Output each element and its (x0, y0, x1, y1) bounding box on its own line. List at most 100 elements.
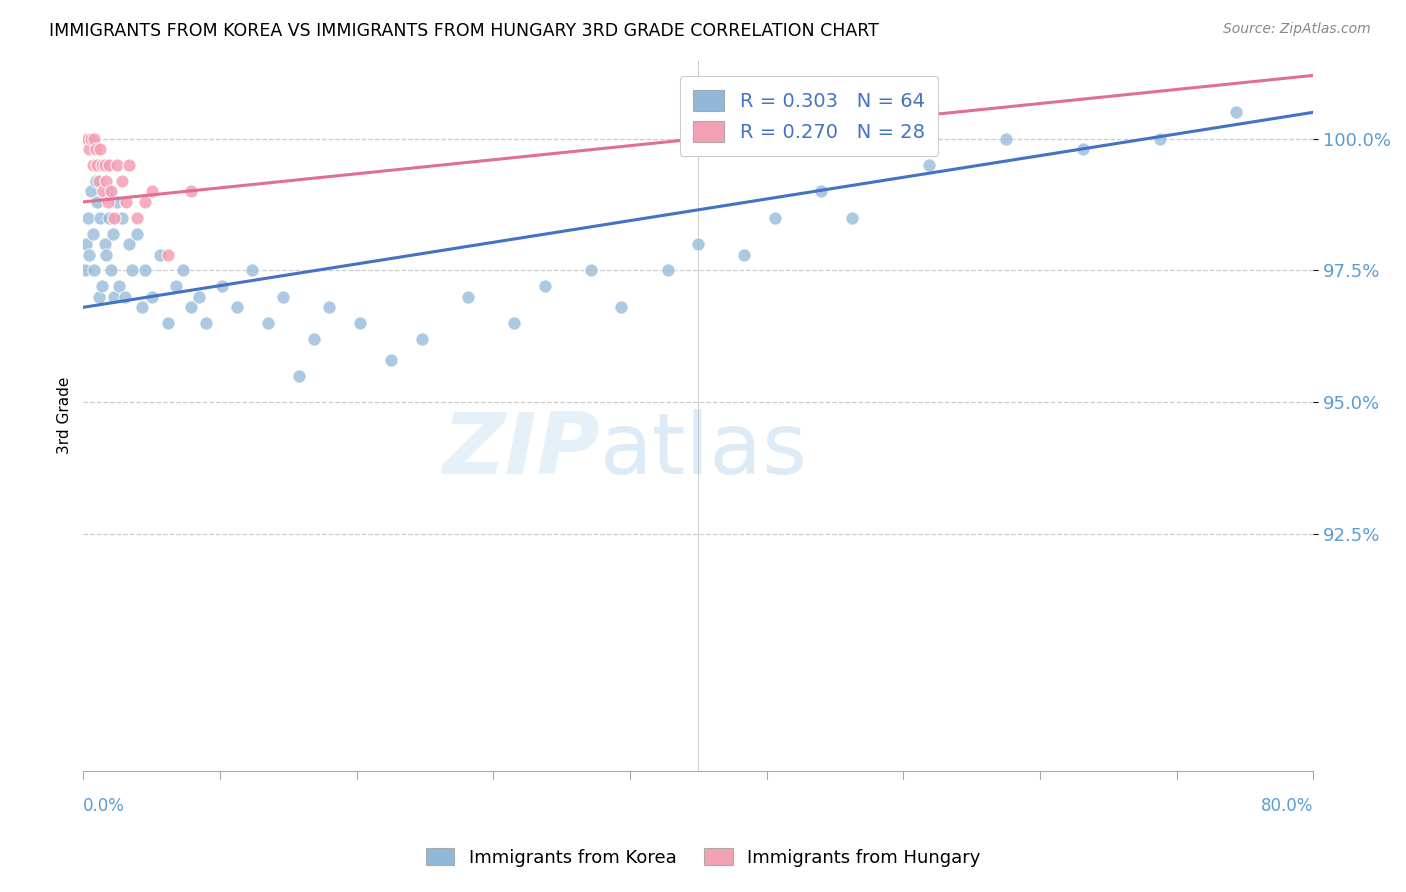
Point (226, 301, 249, 315)
Point (841, 211, 863, 225)
Text: ZIP: ZIP (443, 409, 600, 492)
Point (579, 263, 602, 277)
Point (127, 227, 149, 241)
Point (302, 332, 325, 346)
Point (187, 290, 209, 304)
Point (127, 211, 149, 225)
Point (180, 185, 202, 199)
Point (87, 174, 110, 188)
Point (77, 131, 100, 145)
Point (86, 158, 108, 172)
Point (380, 353, 402, 368)
Point (918, 158, 941, 172)
Point (141, 185, 163, 199)
Point (79, 247, 101, 261)
Point (318, 301, 340, 315)
Point (94, 237, 117, 252)
Point (763, 211, 786, 225)
Point (195, 316, 218, 330)
Point (80, 185, 103, 199)
Point (1071, 142, 1094, 156)
Point (1225, 105, 1247, 120)
Point (90, 158, 112, 172)
Point (121, 263, 143, 277)
Y-axis label: 3rd Grade: 3rd Grade (58, 376, 72, 454)
Point (134, 263, 156, 277)
Point (77, 211, 100, 225)
Point (105, 158, 128, 172)
Point (165, 279, 187, 293)
Point (114, 290, 136, 304)
Point (256, 316, 278, 330)
Point (994, 131, 1017, 145)
Point (118, 158, 141, 172)
Text: 80.0%: 80.0% (1261, 797, 1313, 815)
Text: IMMIGRANTS FROM KOREA VS IMMIGRANTS FROM HUNGARY 3RD GRADE CORRELATION CHART: IMMIGRANTS FROM KOREA VS IMMIGRANTS FROM… (49, 22, 879, 40)
Point (172, 263, 194, 277)
Point (111, 174, 134, 188)
Point (103, 290, 125, 304)
Point (105, 194, 128, 209)
Point (101, 227, 124, 241)
Point (141, 290, 163, 304)
Point (100, 263, 122, 277)
Point (657, 263, 679, 277)
Point (118, 237, 141, 252)
Text: atlas: atlas (600, 409, 808, 492)
Point (107, 279, 129, 293)
Point (90, 279, 112, 293)
Point (73, 131, 96, 145)
Point (84, 174, 107, 188)
Point (75, 131, 97, 145)
Point (271, 290, 294, 304)
Point (610, 301, 633, 315)
Point (94, 158, 117, 172)
Point (211, 279, 233, 293)
Point (134, 194, 156, 209)
Point (156, 316, 179, 330)
Point (82, 158, 104, 172)
Point (97, 194, 120, 209)
Point (502, 316, 524, 330)
Point (533, 279, 555, 293)
Point (83, 131, 105, 145)
Point (98, 158, 121, 172)
Point (115, 194, 138, 209)
Point (457, 290, 479, 304)
Point (96, 247, 118, 261)
Point (79, 142, 101, 156)
Point (73, 263, 96, 277)
Point (1149, 131, 1171, 145)
Point (82, 227, 104, 241)
Point (98, 211, 121, 225)
Point (688, 237, 710, 252)
Point (86, 194, 108, 209)
Point (89, 211, 111, 225)
Point (156, 247, 179, 261)
Point (180, 301, 202, 315)
Point (100, 185, 122, 199)
Point (75, 237, 97, 252)
Point (733, 247, 755, 261)
Point (83, 263, 105, 277)
Point (131, 301, 153, 315)
Point (242, 263, 264, 277)
Point (89, 142, 111, 156)
Point (111, 211, 134, 225)
Point (87, 290, 110, 304)
Point (411, 332, 433, 346)
Point (287, 368, 309, 383)
Point (810, 185, 832, 199)
Point (84, 142, 107, 156)
Point (80, 131, 103, 145)
Point (149, 247, 172, 261)
Legend: Immigrants from Korea, Immigrants from Hungary: Immigrants from Korea, Immigrants from H… (419, 841, 987, 874)
Point (349, 316, 371, 330)
Text: Source: ZipAtlas.com: Source: ZipAtlas.com (1223, 22, 1371, 37)
Point (96, 174, 118, 188)
Point (97, 185, 120, 199)
Legend: R = 0.303   N = 64, R = 0.270   N = 28: R = 0.303 N = 64, R = 0.270 N = 28 (679, 77, 938, 156)
Text: 0.0%: 0.0% (83, 797, 125, 815)
Point (91, 185, 114, 199)
Point (103, 211, 125, 225)
